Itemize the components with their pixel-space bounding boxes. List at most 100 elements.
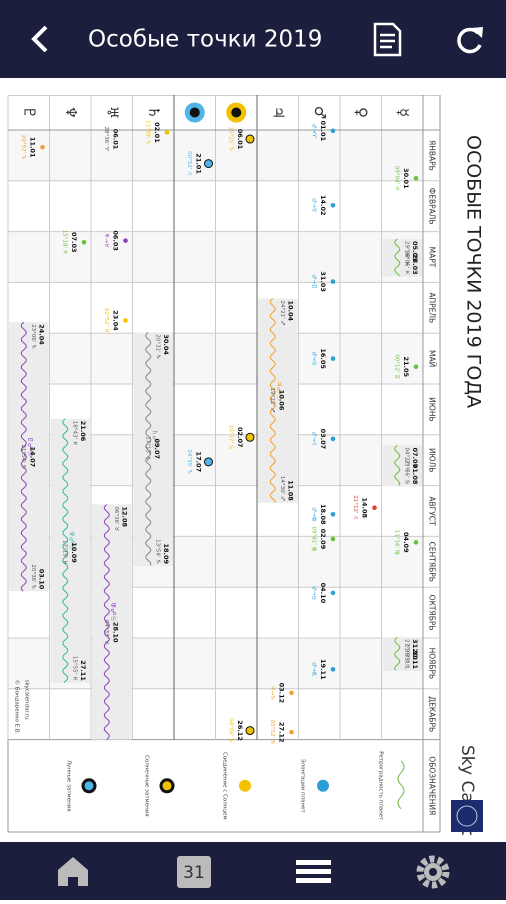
event-dot (330, 511, 336, 517)
event-note: 10°37' ♋ (228, 425, 234, 450)
refresh-icon[interactable] (457, 27, 483, 54)
event-note: ♂→♊ (311, 274, 318, 289)
retro-wave (62, 418, 69, 684)
retro-start-date: 10.04 (287, 300, 295, 321)
retro-end-date: 27.11 (79, 660, 87, 681)
planet-label: ♃ (269, 106, 287, 119)
event-note: 24°35' ♑ (186, 449, 192, 474)
event-date: 02.09 (319, 529, 327, 550)
event-note: ♅→♉ (103, 233, 110, 248)
month-label: АВГУСТ (428, 496, 437, 526)
brand-logo-ring (456, 805, 478, 827)
planet-label: ♅ (103, 106, 121, 119)
back-button[interactable] (31, 25, 48, 53)
event-date: 16.05 (319, 348, 327, 369)
retro-wave (394, 445, 401, 486)
event-date: 27.12 (278, 722, 286, 743)
event-note: 15°25' ♑ (228, 127, 234, 152)
retro-label: ♇☍☉ (26, 437, 34, 457)
event-dot (330, 667, 336, 672)
retro-band (133, 332, 173, 567)
event-note: 04°33' ♉ (103, 620, 109, 645)
event-date: 21.01 (195, 153, 203, 174)
retro-start-note: 29°38' ♓ (404, 241, 411, 266)
retro-end-note: 14°30' ♐ (279, 476, 285, 501)
event-dot (123, 318, 128, 323)
event-dot (123, 238, 128, 243)
month-label: ИЮЛЬ (428, 448, 437, 473)
brand-logo (451, 800, 483, 832)
retro-band (382, 637, 422, 672)
app-bar: Особые точки 2019 (0, 0, 506, 78)
legend-dot (317, 779, 329, 792)
event-dot (330, 356, 336, 361)
doc-icon[interactable] (373, 22, 402, 57)
event-dot (40, 144, 45, 150)
event-note: ♂→♎ (311, 586, 317, 601)
month-label: МАРТ (428, 247, 437, 268)
event-note: 17°19' ♓ (62, 540, 69, 565)
event-date: 06.01 (112, 129, 120, 150)
legend-label: Соединение с Солнцем (222, 752, 228, 820)
home-icon[interactable] (58, 857, 88, 886)
retro-end-date: 28.03 (411, 254, 419, 275)
legend-wave (397, 760, 405, 810)
retro-label: ♅☍☉ (109, 602, 117, 622)
retro-start-date: 31.10 (411, 639, 419, 660)
event-note: 02°52' ♉ (103, 308, 109, 333)
planet-label: ♂ (311, 106, 329, 119)
event-dot (204, 457, 213, 467)
month-label: ИЮНЬ (428, 397, 437, 422)
event-note: 11°16' ♍ (394, 530, 400, 555)
event-note: 15°18' ♓ (62, 230, 69, 255)
app-bar-content: Особые точки 2019 (31, 22, 483, 57)
event-date: 07.03 (70, 232, 78, 253)
legend-dot (159, 778, 175, 794)
event-dot (413, 540, 419, 545)
event-note: 09°04' ♒ (394, 166, 400, 191)
retro-start-date: 21.06 (79, 421, 87, 442)
event-note: ♃→♑ (269, 686, 276, 701)
event-dot (413, 364, 419, 370)
retro-start-note: 04°27' ♌ (404, 447, 410, 472)
chart-title: ОСОБЫЕ ТОЧКИ 2019 ГОДА (463, 135, 485, 408)
event-note: ♂→♍ (311, 507, 317, 522)
planet-label: ☿ (394, 108, 412, 117)
event-note: ♂→♉ (311, 198, 317, 213)
month-label: ДЕКАБРЬ (428, 696, 437, 732)
legend-label: Элонгации планет (300, 759, 306, 814)
list-icon[interactable] (296, 860, 331, 883)
event-date: 03.07 (319, 429, 327, 450)
event-dot (330, 279, 336, 284)
retro-start-date: 12.08 (121, 506, 129, 527)
retro-band (382, 238, 422, 277)
month-label: ФЕВРАЛЬ (428, 188, 437, 225)
settings-icon[interactable] (416, 855, 450, 889)
event-dot (330, 202, 336, 208)
event-note: 28°36' ♈ (103, 127, 109, 152)
calendar-icon[interactable] (177, 856, 211, 888)
event-note: ♂→♏ (311, 662, 317, 677)
event-date: 28.10 (112, 622, 120, 643)
retro-label: ♄☍☉ (150, 429, 158, 449)
retro-band (258, 298, 298, 503)
event-note: 00°12' ♊ (394, 354, 401, 379)
event-dot (330, 128, 336, 134)
retro-wave (103, 504, 110, 740)
retro-wave (145, 331, 152, 566)
legend-dot (81, 778, 97, 794)
event-date: 03.12 (278, 683, 286, 704)
retro-start-note: 24°21' ♐ (279, 300, 285, 325)
retro-wave (394, 238, 401, 277)
month-label: ОКТЯБРЬ (428, 595, 437, 631)
retro-end-note: 23°56' ♋ (404, 459, 410, 484)
event-date: 10.09 (70, 542, 78, 563)
event-dot (245, 134, 255, 144)
retro-label: ♆☍☉ (67, 531, 75, 551)
retro-end-date: 18.09 (162, 543, 170, 564)
retro-band (9, 322, 49, 592)
retro-wave (20, 321, 27, 592)
month-label: МАЙ (428, 350, 437, 367)
event-date: 06.01 (236, 129, 244, 150)
